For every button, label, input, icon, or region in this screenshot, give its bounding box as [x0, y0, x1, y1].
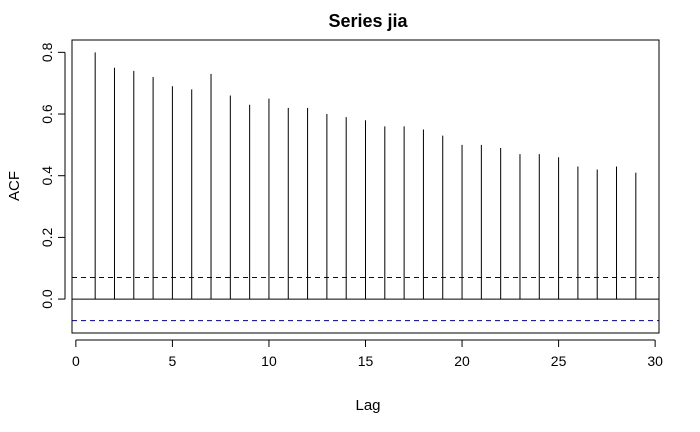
- plot-area: [72, 52, 659, 322]
- chart-title: Series jia: [328, 11, 408, 31]
- y-tick-label: 0.2: [39, 227, 55, 247]
- y-tick-label: 0.0: [39, 289, 55, 309]
- y-tick-label: 0.6: [39, 104, 55, 124]
- x-axis-label: Lag: [355, 397, 380, 414]
- y-axis: 0.0 0.2 0.4 0.6 0.8: [39, 42, 66, 309]
- x-axis: 0 5 10 15 20 25 30: [72, 339, 663, 369]
- x-tick-label: 10: [261, 353, 277, 369]
- x-tick-label: 25: [551, 353, 567, 369]
- x-tick-label: 5: [169, 353, 177, 369]
- x-tick-label: 30: [647, 353, 663, 369]
- y-tick-label: 0.8: [39, 42, 55, 62]
- y-tick-label: 0.4: [39, 166, 55, 186]
- x-tick-label: 0: [72, 353, 80, 369]
- plot-frame: [71, 39, 660, 334]
- x-tick-label: 15: [358, 353, 374, 369]
- y-axis-label: ACF: [6, 171, 23, 201]
- x-tick-label: 20: [454, 353, 470, 369]
